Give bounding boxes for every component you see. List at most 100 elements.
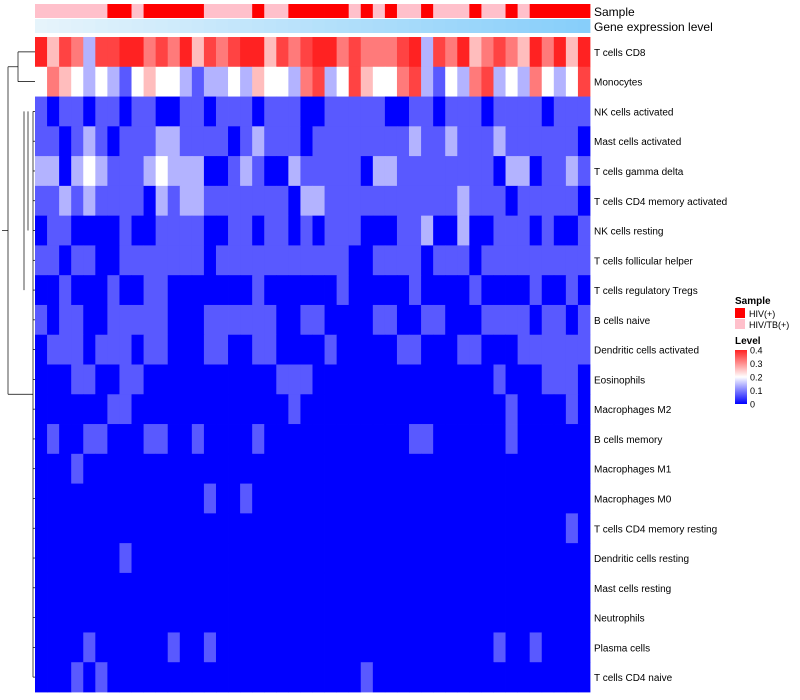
heatmap-cell: [517, 602, 531, 633]
heatmap-cell: [553, 394, 567, 425]
sample-annotation-cell: [300, 4, 313, 18]
heatmap-cell: [541, 602, 555, 633]
heatmap-cell: [300, 602, 313, 633]
heatmap-cell: [155, 424, 169, 455]
heatmap-cell: [577, 483, 591, 514]
heatmap-cell: [71, 394, 84, 425]
heatmap-cell: [264, 483, 277, 514]
heatmap-cell: [360, 453, 374, 484]
heatmap-cell: [577, 185, 591, 217]
heatmap-cell: [300, 215, 313, 246]
heatmap-cell: [409, 304, 422, 336]
expression-annotation-bar: [35, 19, 591, 33]
sample-annotation-cell: [252, 4, 265, 18]
heatmap-cell: [457, 483, 470, 514]
heatmap-cell: [252, 602, 265, 633]
heatmap-cell: [59, 572, 72, 604]
heatmap-cell: [107, 364, 120, 395]
heatmap-cell: [252, 662, 265, 693]
heatmap-cell: [469, 572, 482, 604]
heatmap-cell: [433, 185, 446, 217]
heatmap-cell: [35, 185, 48, 217]
heatmap-cell: [445, 37, 458, 68]
heatmap-cell: [288, 156, 301, 187]
row-dendrogram: [2, 51, 35, 678]
heatmap-cell: [324, 156, 338, 187]
heatmap-cell: [143, 304, 157, 336]
heatmap-cell: [565, 572, 579, 604]
heatmap-cell: [228, 245, 241, 276]
heatmap-cell: [481, 572, 494, 604]
heatmap-cell: [300, 96, 313, 127]
heatmap-cell: [360, 156, 374, 187]
heatmap-cell: [553, 513, 567, 544]
heatmap-cell: [155, 96, 169, 127]
heatmap-cell: [191, 245, 205, 276]
heatmap-cell: [179, 126, 193, 157]
heatmap-cell: [577, 662, 591, 693]
expression-annotation-cell: [179, 19, 193, 33]
heatmap-cell: [191, 572, 205, 604]
heatmap-cell: [71, 245, 84, 276]
heatmap-cell: [300, 394, 313, 425]
sample-annotation-cell: [35, 4, 48, 18]
heatmap-cell: [240, 275, 253, 306]
heatmap-cell: [577, 156, 591, 187]
heatmap-cell: [553, 245, 567, 276]
sample-annotation-label: Sample: [594, 5, 635, 19]
heatmap-cell: [421, 364, 434, 395]
heatmap-cell: [421, 632, 434, 663]
heatmap-cell: [288, 602, 301, 633]
heatmap-cell: [541, 304, 555, 336]
heatmap-cell: [215, 156, 229, 187]
expression-annotation-cell: [457, 19, 470, 33]
heatmap-cell: [396, 543, 410, 574]
heatmap-cell: [409, 543, 422, 574]
heatmap-cell: [433, 662, 446, 693]
heatmap-cell: [372, 602, 386, 633]
expression-annotation-label: Gene expression level: [594, 20, 713, 34]
expression-annotation-cell: [529, 19, 543, 33]
heatmap-cell: [396, 126, 410, 157]
heatmap-cell: [59, 513, 72, 544]
heatmap-cell: [577, 37, 591, 68]
heatmap-cell: [240, 632, 253, 663]
heatmap-cell: [155, 334, 169, 365]
heatmap-cell: [107, 37, 120, 68]
heatmap-cell: [493, 483, 506, 514]
heatmap-cell: [529, 364, 543, 395]
heatmap-cell: [288, 215, 301, 246]
heatmap-cell: [505, 513, 519, 544]
heatmap-cell: [565, 662, 579, 693]
heatmap-cell: [421, 424, 434, 455]
expression-annotation-cell: [240, 19, 253, 33]
heatmap-cell: [312, 245, 325, 276]
heatmap-cell: [252, 543, 265, 574]
expression-annotation-cell: [481, 19, 494, 33]
heatmap-cell: [155, 632, 169, 663]
heatmap-cell: [167, 304, 181, 336]
heatmap-cell: [264, 453, 277, 484]
heatmap-cell: [312, 513, 325, 544]
heatmap-cell: [276, 394, 289, 425]
heatmap-cell: [300, 275, 313, 306]
heatmap-cell: [203, 215, 217, 246]
heatmap-cell: [529, 66, 543, 97]
heatmap-cell: [240, 543, 253, 574]
expression-annotation-cell: [191, 19, 205, 33]
heatmap-cell: [433, 304, 446, 336]
heatmap-cell: [47, 662, 60, 693]
expression-annotation-cell: [264, 19, 277, 33]
heatmap-cell: [384, 156, 398, 187]
heatmap-cell: [83, 304, 96, 336]
heatmap-cell: [203, 662, 217, 693]
heatmap-cell: [312, 453, 325, 484]
heatmap-cell: [35, 126, 48, 157]
heatmap-cell: [433, 334, 446, 365]
heatmap-cell: [469, 394, 482, 425]
heatmap-cell: [35, 275, 48, 306]
heatmap-cell: [71, 185, 84, 217]
heatmap-cell: [288, 632, 301, 663]
heatmap-cell: [433, 156, 446, 187]
heatmap-cell: [228, 185, 241, 217]
